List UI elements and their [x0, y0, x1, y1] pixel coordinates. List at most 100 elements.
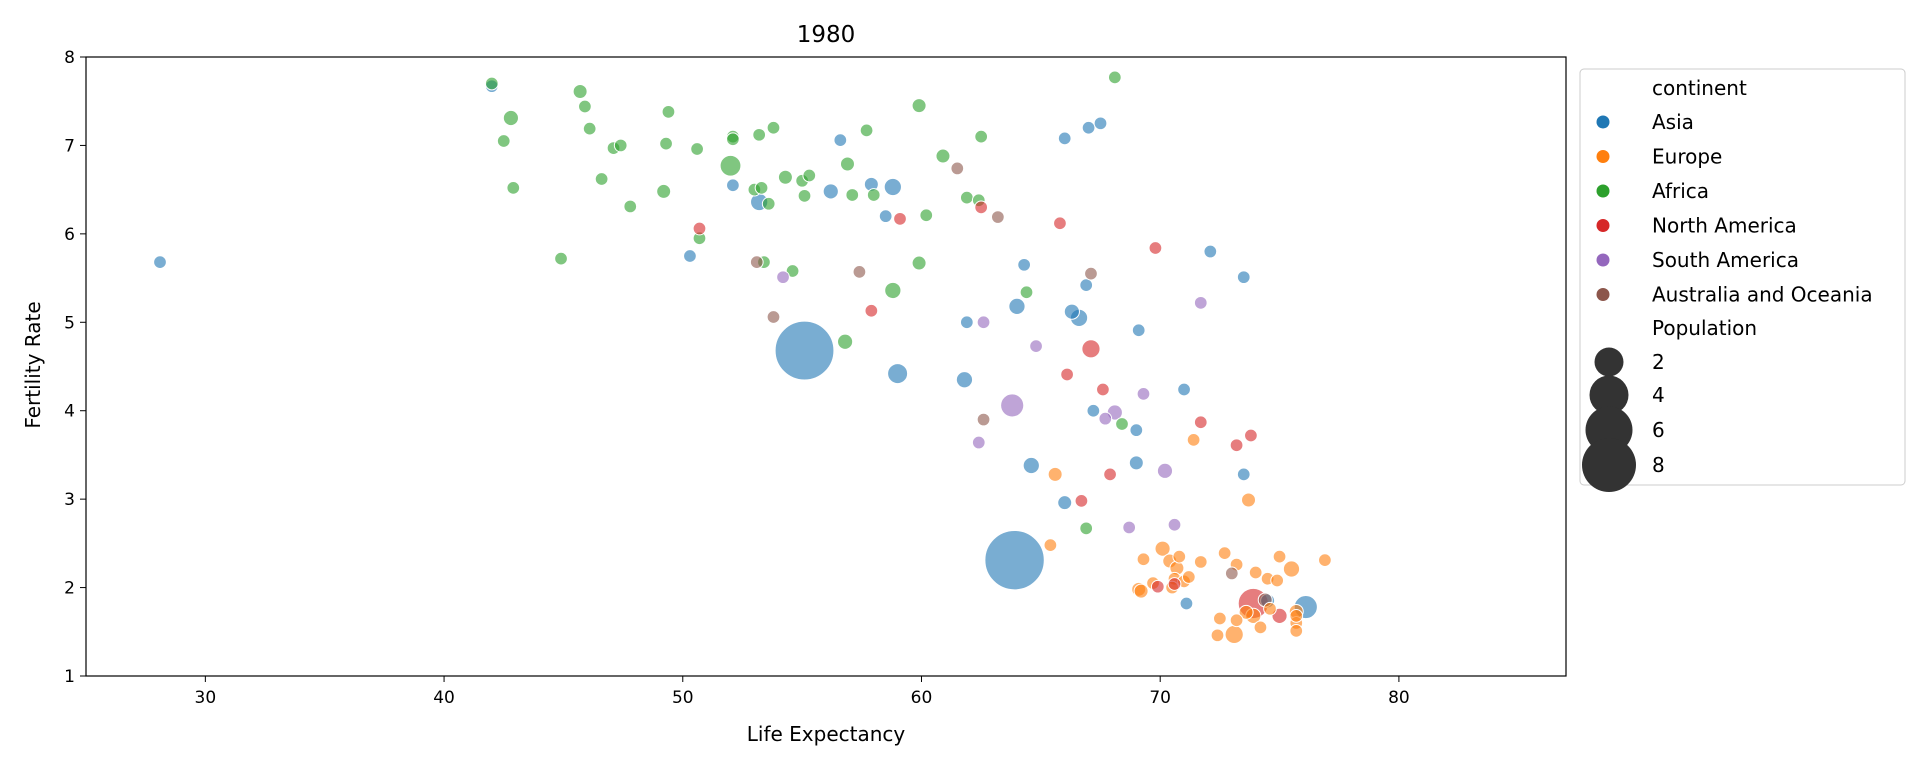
data-point-africa	[572, 83, 588, 99]
data-point-australia-and-oceania	[749, 255, 764, 270]
y-axis-ticks: 1 2 3 4 5 6 7 8	[64, 48, 86, 687]
y-tick-label: 1	[64, 667, 75, 687]
data-point-africa	[1107, 70, 1122, 85]
data-point-north-america	[1081, 339, 1101, 359]
legend-size-label: 2	[1652, 350, 1665, 374]
data-point-africa	[859, 123, 874, 138]
data-point-africa	[766, 120, 781, 135]
data-point-australia-and-oceania	[976, 412, 991, 427]
data-point-south-america	[1136, 387, 1151, 401]
data-point-africa	[484, 76, 499, 91]
data-point-europe	[1043, 538, 1058, 552]
data-point-asia	[878, 209, 893, 224]
legend-size-marker	[1589, 375, 1629, 415]
data-point-europe	[1318, 553, 1332, 568]
data-point-africa	[594, 172, 609, 186]
data-point-south-america	[1122, 520, 1137, 535]
data-point-africa	[754, 181, 769, 195]
data-point-europe	[1229, 613, 1244, 628]
data-point-asia	[959, 315, 974, 330]
data-point-africa	[582, 121, 597, 136]
y-tick-label: 4	[64, 402, 75, 422]
data-point-africa	[719, 154, 742, 177]
data-point-north-america	[1193, 415, 1208, 430]
data-point-asia	[683, 249, 697, 263]
data-point-asia	[1081, 120, 1096, 135]
data-point-africa	[919, 208, 934, 223]
legend-marker-asia	[1596, 115, 1610, 129]
data-point-south-america	[1098, 411, 1113, 426]
data-point-south-america	[1193, 295, 1208, 310]
data-point-africa	[578, 99, 592, 114]
data-point-africa	[839, 156, 855, 172]
data-point-europe	[1270, 573, 1285, 588]
data-point-africa	[797, 188, 812, 203]
data-point-north-america	[1167, 577, 1182, 591]
data-point-europe	[1224, 624, 1244, 645]
data-point-north-america	[1096, 382, 1110, 397]
y-axis-label: Fertility Rate	[21, 301, 45, 428]
legend-size-title: Population	[1652, 316, 1757, 340]
legend-size-items: 2 4 6 8	[1582, 347, 1665, 492]
data-point-north-america	[864, 303, 879, 318]
y-tick-label: 5	[64, 313, 75, 333]
data-point-europe	[1241, 492, 1257, 508]
data-point-europe	[1047, 466, 1063, 482]
data-point-asia	[1131, 323, 1146, 338]
data-point-asia	[1057, 131, 1072, 146]
data-point-africa	[837, 333, 854, 350]
data-point-asia	[1008, 297, 1026, 315]
legend-label-europe: Europe	[1652, 145, 1722, 169]
legend-label-north-america: North America	[1652, 214, 1797, 238]
data-point-north-america	[1053, 216, 1067, 231]
data-point-asia	[774, 320, 835, 381]
legend-label-asia: Asia	[1652, 110, 1694, 134]
data-point-asia	[1128, 455, 1144, 471]
data-point-europe	[1154, 540, 1171, 557]
data-point-europe	[1217, 546, 1232, 560]
data-point-europe	[1272, 549, 1287, 564]
legend-size-label: 4	[1652, 383, 1665, 407]
data-point-europe	[1172, 549, 1187, 564]
data-point-europe	[1186, 433, 1201, 447]
data-point-europe	[1248, 565, 1263, 580]
data-point-europe	[1253, 620, 1268, 635]
data-point-asia	[1063, 303, 1080, 320]
data-point-asia	[1093, 116, 1108, 131]
data-point-asia	[726, 178, 740, 193]
legend-box	[1579, 68, 1906, 486]
y-tick-label: 3	[64, 490, 75, 510]
legend-size-marker	[1594, 347, 1624, 377]
data-point-asia	[1236, 270, 1251, 285]
data-point-south-america	[1000, 393, 1025, 418]
data-point-asia	[833, 133, 848, 147]
data-point-africa	[496, 134, 511, 148]
data-point-africa	[1115, 417, 1129, 431]
legend-marker-africa	[1596, 184, 1610, 198]
legend-marker-europe	[1596, 150, 1610, 163]
legend: continent Asia Europe Africa North America S…	[1579, 68, 1906, 492]
data-point-africa	[613, 138, 628, 153]
data-point-africa	[911, 98, 927, 114]
data-point-asia	[1022, 456, 1040, 475]
data-point-africa	[623, 199, 638, 214]
data-point-asia	[1017, 257, 1031, 272]
data-point-africa	[506, 181, 521, 195]
legend-size-marker	[1582, 438, 1636, 492]
data-point-asia	[822, 183, 839, 200]
data-point-africa	[726, 132, 740, 147]
data-point-africa	[690, 142, 704, 156]
x-tick-label: 80	[1388, 688, 1410, 708]
data-point-north-america	[893, 211, 907, 226]
data-point-africa	[656, 183, 672, 199]
data-point-australia-and-oceania	[950, 161, 965, 176]
data-point-europe	[1282, 560, 1301, 578]
legend-size-label: 6	[1652, 418, 1665, 442]
data-point-europe	[1289, 624, 1304, 638]
data-point-africa	[911, 255, 927, 271]
data-point-africa	[761, 196, 776, 211]
data-point-asia	[955, 371, 974, 389]
data-point-south-america	[776, 270, 790, 285]
points-layer	[153, 70, 1332, 645]
